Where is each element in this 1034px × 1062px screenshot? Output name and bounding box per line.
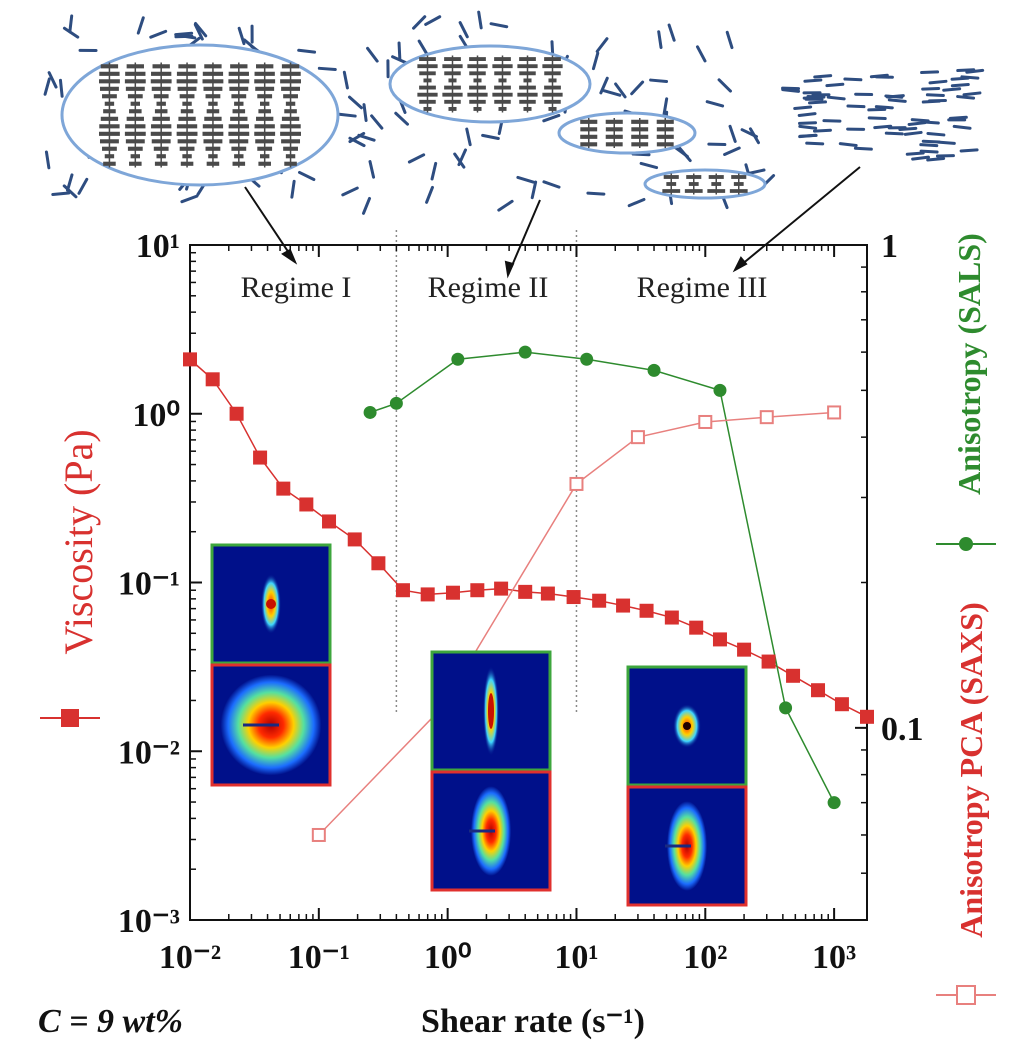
rod-cloud <box>781 68 985 162</box>
viscosity-point <box>616 598 631 613</box>
y-left-ticks: 10¹ 10⁰ 10⁻¹ 10⁻² 10⁻³ <box>118 228 202 940</box>
viscosity-point <box>183 352 197 367</box>
viscosity-point <box>420 587 435 602</box>
regime-label-2: Regime II <box>428 271 549 304</box>
series-layer <box>183 345 874 842</box>
nematic-domain-small <box>557 111 697 155</box>
x-tick-label: 10⁻¹ <box>288 939 350 976</box>
sals-point <box>779 701 793 715</box>
viscosity-point <box>299 497 314 512</box>
y-right-axis-label-saxs: Anisotropy PCA (SAXS) <box>953 602 989 937</box>
viscosity-point <box>322 514 337 529</box>
y-left-tick-label: 10⁻³ <box>118 903 180 940</box>
viscosity-point <box>689 620 704 635</box>
viscosity-point <box>566 590 581 605</box>
sals-point <box>580 352 594 366</box>
x-axis-label: Shear rate (s⁻¹) <box>421 1003 645 1040</box>
y-right-tick-label: 0.1 <box>881 711 924 748</box>
x-ticks: 10⁻² 10⁻¹ 10⁰ 10¹ 10² 10³ <box>159 245 856 976</box>
viscosity-point <box>518 584 533 599</box>
x-tick-label: 10⁻² <box>159 939 221 976</box>
viscosity-point <box>639 603 654 618</box>
saxs-point <box>759 410 774 425</box>
nematic-domain-large <box>60 43 340 187</box>
saxs-point <box>569 476 584 491</box>
inset-regime2-sals <box>430 650 552 772</box>
inset-regime1-saxs <box>210 663 332 787</box>
y-right-axis-label-sals: Anisotropy (SALS) <box>951 233 987 495</box>
schematic-pointers <box>244 166 861 279</box>
schematic-illustrations <box>43 10 985 215</box>
sals-point <box>713 383 727 397</box>
saxs-legend-marker <box>956 985 976 1005</box>
viscosity-point <box>664 610 679 625</box>
sals-point <box>363 405 377 419</box>
saxs-point <box>630 430 645 445</box>
y-left-axis-label: Viscosity (Pa) <box>56 429 101 654</box>
viscosity-point <box>276 481 291 496</box>
viscosity-point <box>786 668 801 683</box>
inset-regime3-sals <box>626 665 748 787</box>
inset-regime1-sals <box>210 543 332 665</box>
regime-label-1: Regime I <box>241 271 352 304</box>
y-left-tick-label: 10⁰ <box>132 397 180 434</box>
concentration-annotation: C = 9 wt% <box>38 1003 183 1040</box>
viscosity-point <box>445 585 460 600</box>
viscosity-point <box>494 581 509 596</box>
sals-point <box>827 796 841 810</box>
viscosity-point <box>470 583 485 598</box>
y-right-label-group-saxs: Anisotropy PCA (SAXS) <box>936 602 996 1005</box>
scattering-insets <box>210 543 748 907</box>
nematic-domain-medium <box>388 44 592 124</box>
sals-point <box>647 363 661 377</box>
viscosity-point <box>737 642 752 657</box>
saxs-point <box>698 414 713 429</box>
sals-legend-marker <box>959 537 973 551</box>
y-left-tick-label: 10⁻¹ <box>118 566 180 603</box>
sals-point <box>389 396 403 410</box>
viscosity-point <box>592 593 607 608</box>
inset-regime2-saxs <box>430 770 552 892</box>
x-tick-label: 10² <box>683 939 727 976</box>
x-tick-label: 10⁰ <box>424 939 472 976</box>
inset-regime3-saxs <box>626 785 748 907</box>
viscosity-point <box>811 683 826 698</box>
viscosity-point <box>371 556 386 571</box>
viscosity-point <box>347 532 362 547</box>
viscosity-point <box>205 372 220 387</box>
regime-boundaries <box>395 230 578 715</box>
sals-point <box>451 352 465 366</box>
viscosity-point <box>229 406 244 421</box>
viscosity-point <box>253 450 268 465</box>
viscosity-point <box>712 632 727 647</box>
sals-point <box>518 345 532 359</box>
nematic-domain-smallest <box>643 168 767 200</box>
y-left-tick-label: 10¹ <box>136 228 180 265</box>
y-left-tick-label: 10⁻² <box>118 734 180 771</box>
y-right-label-group-sals: Anisotropy (SALS) <box>936 233 996 551</box>
saxs-point <box>311 827 326 842</box>
y-right-tick-label: 1 <box>881 228 898 265</box>
viscosity-point <box>540 586 555 601</box>
viscosity-point <box>860 709 874 724</box>
y-left-legend-marker <box>61 709 79 727</box>
regime-label-3: Regime III <box>637 271 768 304</box>
viscosity-point <box>834 697 849 712</box>
x-tick-label: 10³ <box>812 939 856 976</box>
viscosity-point <box>395 583 410 598</box>
y-right-ticks: 10.1 <box>855 228 924 874</box>
viscosity-point <box>761 654 776 669</box>
x-tick-label: 10¹ <box>554 939 598 976</box>
saxs-point <box>827 405 842 420</box>
y-left-label-group: Viscosity (Pa) <box>40 429 101 727</box>
